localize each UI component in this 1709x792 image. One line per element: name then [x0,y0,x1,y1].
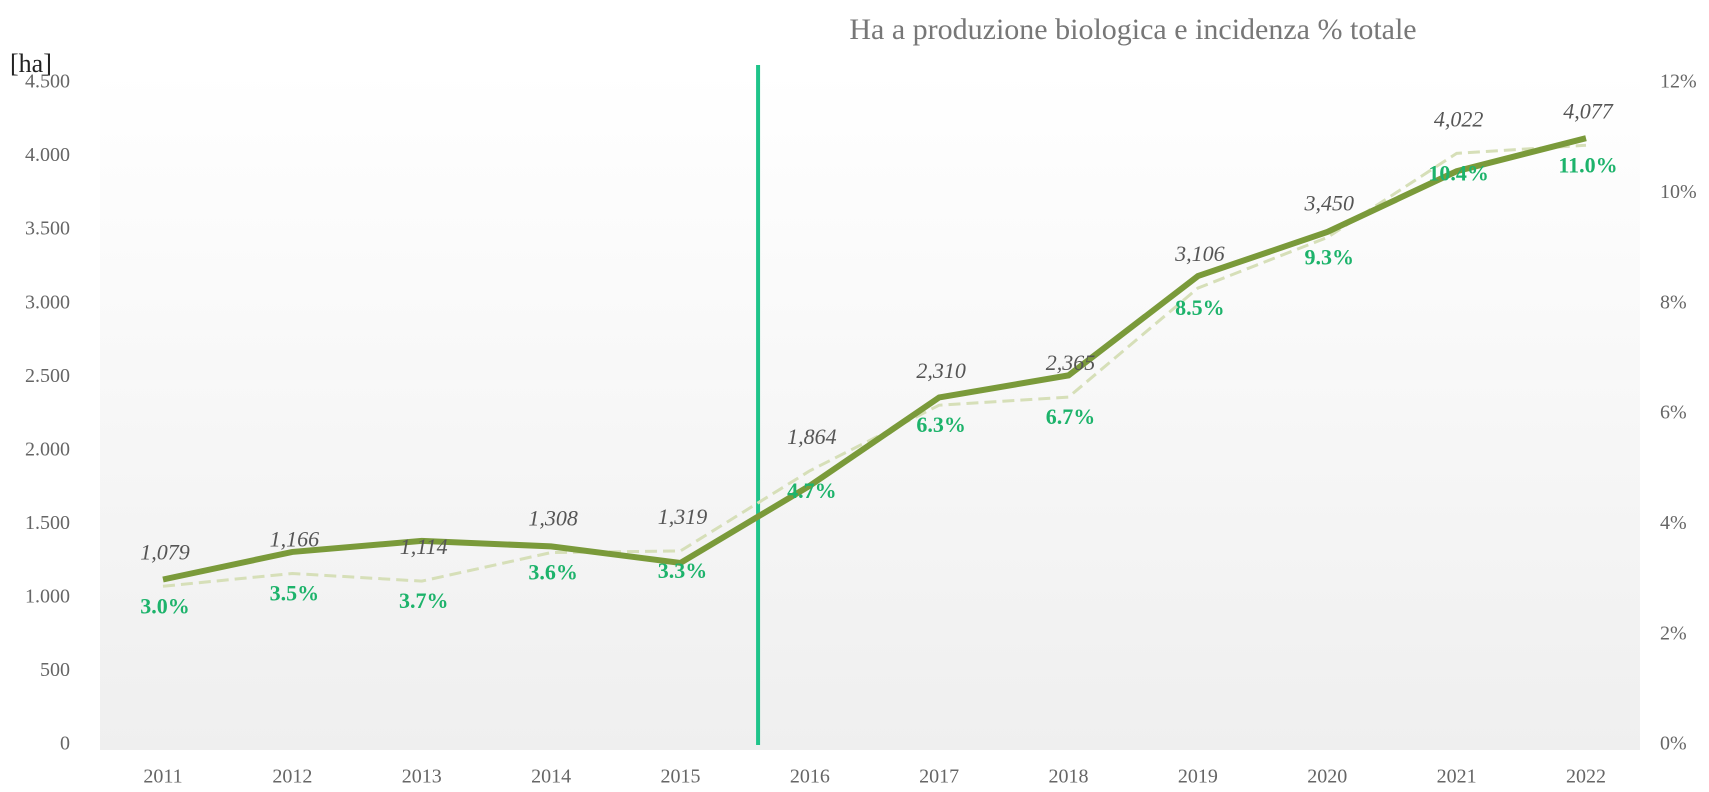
x-tick-label: 2021 [1437,766,1477,788]
value-label: 4.7% [787,478,837,503]
value-label: 3.3% [658,558,708,583]
value-label: 3.5% [270,581,320,606]
value-label: 4,022 [1434,106,1484,131]
value-label: 1,319 [658,504,708,529]
value-label: 6.7% [1046,404,1096,429]
y-tick-label: 1.000 [25,585,70,607]
value-label: 3.0% [140,593,190,618]
x-tick-label: 2013 [402,766,442,788]
plot-background [100,70,1640,750]
x-tick-label: 2012 [272,766,312,788]
value-label: 1,166 [270,527,320,552]
value-label: 8.5% [1175,295,1225,320]
y-axis-label: [ha] [10,49,52,78]
y-tick-label: 3.500 [25,218,70,240]
y-tick-label: 0 [60,733,70,755]
x-tick-label: 2014 [531,766,571,788]
y-tick-label: 3.000 [25,291,70,313]
x-tick-label: 2020 [1307,766,1347,788]
y2-tick-label: 6% [1660,402,1687,424]
y2-tick-label: 10% [1660,181,1697,203]
chart-title: Ha a produzione biologica e incidenza % … [849,13,1416,46]
value-label: 3,450 [1304,191,1355,216]
y2-tick-label: 0% [1660,733,1687,755]
value-label: 10.4% [1428,160,1489,185]
x-tick-label: 2016 [790,766,830,788]
y2-tick-label: 8% [1660,291,1687,313]
x-tick-label: 2015 [660,766,700,788]
y-tick-label: 4.000 [25,144,70,166]
y-tick-label: 1.500 [25,512,70,534]
x-tick-label: 2011 [143,766,182,788]
y2-tick-label: 2% [1660,622,1687,644]
value-label: 1,114 [400,534,448,559]
y-tick-label: 2.500 [25,365,70,387]
x-tick-label: 2017 [919,766,959,788]
value-label: 9.3% [1305,245,1355,270]
series-line [162,135,1587,583]
y-tick-label: 4.500 [25,71,70,93]
y2-tick-label: 4% [1660,512,1687,534]
x-tick-label: 2022 [1566,766,1606,788]
value-label: 3,106 [1174,241,1225,266]
value-label: 3.6% [528,560,578,585]
value-label: 1,308 [528,506,578,531]
value-label: 4,077 [1563,98,1614,123]
value-label: 3.7% [399,588,449,613]
value-label: 1,079 [140,539,190,564]
value-label: 11.0% [1558,152,1617,177]
value-label: 1,864 [787,424,837,449]
y-tick-label: 2.000 [25,438,70,460]
value-label: 2,310 [916,358,966,383]
value-label: 2,365 [1046,350,1096,375]
y-tick-label: 500 [40,659,70,681]
y2-tick-label: 12% [1660,71,1697,93]
x-tick-label: 2018 [1049,766,1089,788]
value-label: 6.3% [916,412,966,437]
x-tick-label: 2019 [1178,766,1218,788]
